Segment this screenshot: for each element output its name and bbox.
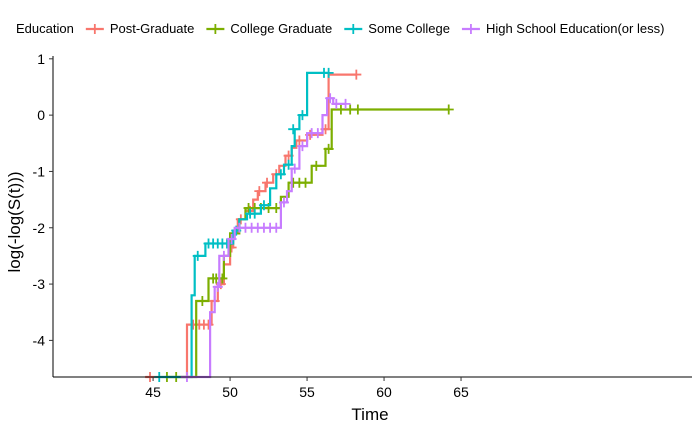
y-tick-label: -1 bbox=[33, 163, 46, 179]
x-tick-label: 60 bbox=[376, 384, 392, 400]
censor-mark bbox=[271, 222, 282, 233]
series-1 bbox=[145, 69, 362, 382]
x-tick-label: 55 bbox=[299, 384, 315, 400]
censor-mark bbox=[312, 128, 323, 139]
series-line bbox=[180, 97, 346, 379]
y-tick-label: -3 bbox=[33, 276, 46, 292]
y-tick-label: -2 bbox=[33, 220, 46, 236]
censor-mark bbox=[323, 67, 334, 78]
censor-mark bbox=[297, 110, 308, 121]
legend-item-4: High School Education(or less) bbox=[461, 21, 664, 36]
legend-key-marker bbox=[348, 24, 359, 34]
y-tick-label: 1 bbox=[37, 51, 45, 67]
x-tick-label: 65 bbox=[453, 384, 469, 400]
censor-mark bbox=[262, 177, 273, 188]
censor-mark bbox=[311, 160, 322, 171]
x-tick-label: 45 bbox=[145, 384, 161, 400]
censor-mark bbox=[275, 169, 286, 180]
censor-mark bbox=[254, 186, 265, 197]
censor-mark bbox=[218, 250, 229, 261]
censor-mark bbox=[335, 104, 346, 115]
censor-mark bbox=[300, 177, 311, 188]
censor-mark bbox=[297, 141, 308, 152]
y-tick-label: -4 bbox=[33, 332, 46, 348]
censor-mark bbox=[323, 143, 334, 154]
censor-mark bbox=[283, 159, 294, 170]
censor-mark bbox=[221, 238, 232, 249]
legend: Education Post-Graduate College Graduate S… bbox=[16, 21, 664, 36]
censor-mark bbox=[331, 98, 342, 109]
censor-mark bbox=[197, 295, 208, 306]
series-3 bbox=[154, 67, 334, 382]
censor-mark bbox=[212, 281, 223, 292]
censor-mark bbox=[226, 234, 237, 245]
censor-mark bbox=[203, 319, 214, 330]
censor-mark bbox=[352, 104, 363, 115]
plot-area: 45 50 55 60 65 1 0 -1 -2 -3 -4 bbox=[33, 51, 692, 400]
censor-mark bbox=[443, 104, 454, 115]
censor-mark bbox=[278, 197, 289, 208]
y-tick-label: 0 bbox=[37, 107, 45, 123]
legend-label: Some College bbox=[368, 21, 450, 36]
censor-mark bbox=[289, 163, 300, 174]
censor-mark bbox=[340, 98, 351, 109]
legend-key-marker bbox=[465, 24, 476, 34]
censor-mark bbox=[249, 208, 260, 219]
x-tick-label: 50 bbox=[222, 384, 238, 400]
censor-mark bbox=[325, 93, 336, 104]
legend-key-marker bbox=[89, 24, 100, 34]
legend-item-1: Post-Graduate bbox=[85, 21, 195, 36]
series-4 bbox=[180, 93, 351, 382]
censor-mark bbox=[288, 124, 299, 135]
censor-mark bbox=[258, 200, 269, 211]
legend-label: Post-Graduate bbox=[110, 21, 195, 36]
legend-title: Education bbox=[16, 21, 74, 36]
censor-mark bbox=[271, 203, 282, 214]
legend-label: College Graduate bbox=[230, 21, 332, 36]
legend-item-2: College Graduate bbox=[206, 21, 332, 36]
legend-label: High School Education(or less) bbox=[486, 21, 664, 36]
censor-mark bbox=[294, 135, 305, 146]
x-axis-title: Time bbox=[351, 405, 388, 424]
y-axis-title: log(-log(S(t))) bbox=[5, 171, 24, 272]
legend-item-3: Some College bbox=[344, 21, 450, 36]
censor-mark bbox=[192, 250, 203, 261]
legend-key-marker bbox=[210, 24, 221, 34]
censor-mark bbox=[351, 69, 362, 80]
